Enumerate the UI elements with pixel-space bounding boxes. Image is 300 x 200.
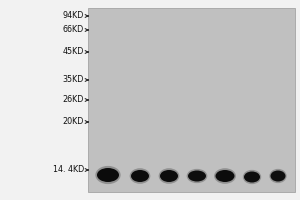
Ellipse shape	[187, 169, 207, 183]
Text: 66KD: 66KD	[63, 25, 84, 34]
Ellipse shape	[215, 170, 235, 182]
Text: 26KD: 26KD	[63, 96, 84, 104]
Text: 35KD: 35KD	[63, 75, 84, 84]
Ellipse shape	[271, 170, 286, 182]
Ellipse shape	[243, 170, 261, 184]
Ellipse shape	[214, 168, 236, 184]
Bar	[88, 8, 295, 192]
Ellipse shape	[269, 169, 286, 183]
Ellipse shape	[188, 170, 206, 182]
Ellipse shape	[160, 170, 178, 182]
Ellipse shape	[95, 166, 121, 184]
Text: 45KD: 45KD	[63, 47, 84, 56]
Ellipse shape	[130, 168, 150, 184]
Ellipse shape	[244, 171, 260, 182]
Text: 20KD: 20KD	[63, 117, 84, 127]
Ellipse shape	[131, 170, 149, 182]
Text: 14. 4KD: 14. 4KD	[53, 166, 84, 174]
Ellipse shape	[159, 168, 179, 184]
Text: 94KD: 94KD	[63, 11, 84, 21]
Ellipse shape	[97, 168, 119, 182]
